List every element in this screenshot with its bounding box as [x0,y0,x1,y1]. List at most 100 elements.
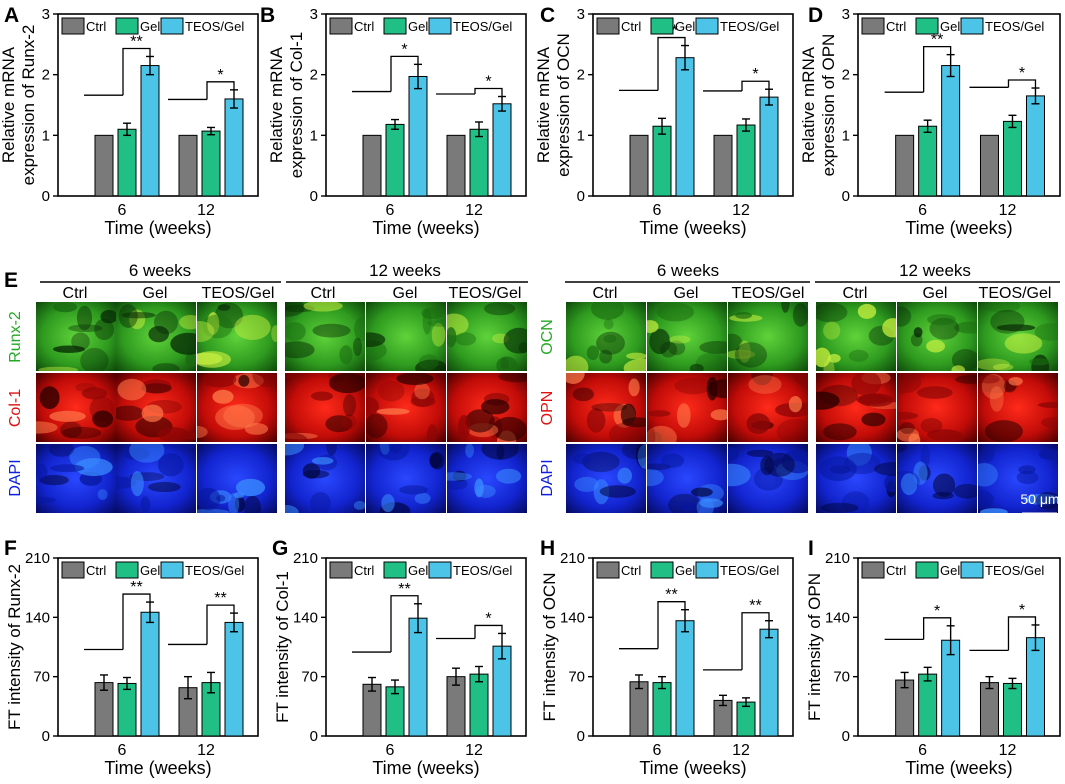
micrograph-texture [38,302,116,371]
tissue-feature [197,351,231,368]
tissue-feature [285,444,305,456]
tissue-feature [285,505,299,513]
micrograph-tile [366,373,446,442]
tissue-feature [820,502,859,513]
significance-bracket [657,36,686,91]
y-tick-label: 2 [310,67,318,84]
y-axis-label: Relative mRNA [534,46,553,163]
micrograph-tile [816,444,896,513]
tissue-feature [39,386,60,410]
panel-letter: C [540,4,555,27]
tissue-feature [1034,323,1058,341]
tissue-feature [496,444,505,460]
y-axis-label: FT intensity of OPN [805,573,824,721]
tissue-feature [430,452,445,470]
x-axis-label: Time (weeks) [905,758,1012,778]
tissue-feature [899,422,915,434]
tissue-feature [496,468,522,484]
tissue-feature [452,470,467,482]
bar-gel [469,128,489,197]
significance-marker: ** [398,581,410,598]
tissue-feature [475,484,496,498]
tissue-feature [492,416,527,442]
micrograph-tile [447,373,527,442]
bar-ctrl [178,134,198,197]
micrograph-tile [285,444,365,513]
tissue-feature [660,453,685,468]
tissue-feature [927,429,963,441]
tissue-feature [983,302,1021,313]
legend-label: Ctrl [86,563,106,578]
micrograph-grid [36,302,527,513]
panel-e-left-grid: 6 weeks 12 weeks Ctrl Gel TEOS/Gel Ctrl … [7,261,528,513]
panel-letter: G [272,537,288,560]
tissue-feature [76,305,93,331]
micrograph-tile [285,373,365,442]
tissue-feature [792,303,808,327]
tissue-feature [74,458,113,477]
micrograph-texture [897,306,977,371]
bar-gel [1002,120,1022,197]
bar-gel [385,123,405,197]
tissue-feature [465,409,495,433]
tissue-feature [141,404,164,422]
tissue-feature [140,496,151,513]
tissue-feature [689,363,704,371]
significance-bracket [741,612,770,670]
tissue-feature [71,332,90,351]
significance-marker: ** [130,579,142,596]
tissue-feature [422,308,432,335]
tissue-feature [141,379,172,394]
y-tick-label: 0 [310,728,318,745]
row-label-runx-2: Runx-2 [7,311,24,363]
tissue-feature [823,358,835,371]
bar-ctrl [94,134,114,197]
micrograph-tile [447,444,527,513]
tissue-feature [978,463,998,487]
tissue-feature [996,324,1036,332]
x-tick-label: 12 [999,742,1017,759]
micrograph-tile [36,302,116,371]
micrograph-tile [285,302,365,371]
panel-letter: A [4,4,19,27]
tissue-feature [427,424,438,442]
legend-swatch [329,561,353,579]
tissue-feature [1040,417,1058,428]
micrograph-texture [572,444,646,505]
tissue-feature [710,409,727,421]
tissue-feature [978,489,994,510]
tissue-feature [234,314,271,340]
panel-letter: H [540,537,555,560]
tissue-feature [423,365,446,371]
tissue-feature [244,423,269,435]
micrograph-texture [285,373,365,442]
micrograph-tile [978,444,1058,513]
tissue-feature [202,314,233,339]
tissue-feature [252,373,277,387]
tissue-feature [858,393,894,407]
micrograph-texture [285,302,365,365]
tissue-feature [660,341,678,358]
legend-label: Ctrl [886,19,906,34]
tissue-feature [415,359,446,371]
y-axis-label: FT intensity of OCN [540,573,559,722]
micrograph-tile [197,373,277,442]
legend-swatch [960,17,984,35]
tissue-feature [341,414,357,430]
micrograph-texture [447,302,527,371]
x-tick-label: 6 [653,742,662,759]
tissue-feature [36,497,57,504]
tissue-feature [366,396,379,416]
tissue-feature [1036,491,1058,510]
row-label-dapi: DAPI [7,459,24,496]
legend-swatch [329,17,353,35]
tissue-feature [908,433,921,442]
x-tick-label: 12 [999,202,1017,219]
tissue-feature [197,426,208,438]
tissue-feature [152,363,180,371]
tissue-feature [311,391,333,401]
legend-swatch [115,561,139,579]
legend-swatch [861,17,885,35]
bar-teos-gel [224,98,244,197]
x-tick-label: 12 [732,202,750,219]
